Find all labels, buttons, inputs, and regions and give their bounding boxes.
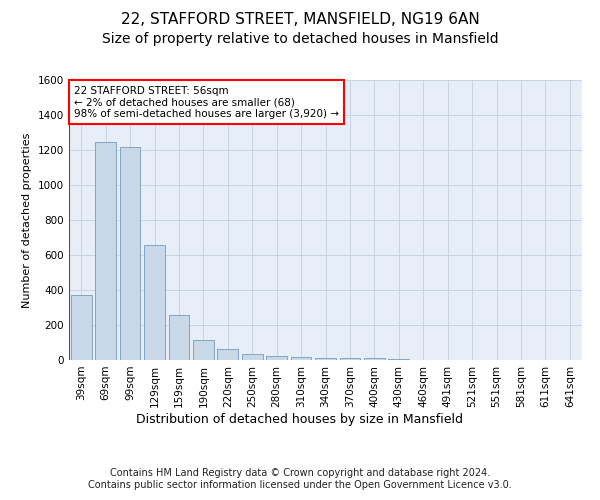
- Y-axis label: Number of detached properties: Number of detached properties: [22, 132, 32, 308]
- Bar: [71, 295, 92, 360]
- Bar: [169, 314, 190, 360]
- Bar: [144, 246, 165, 360]
- Bar: [290, 358, 311, 360]
- Text: Size of property relative to detached houses in Mansfield: Size of property relative to detached ho…: [101, 32, 499, 46]
- Bar: [315, 358, 336, 360]
- Bar: [193, 340, 214, 360]
- Text: 22, STAFFORD STREET, MANSFIELD, NG19 6AN: 22, STAFFORD STREET, MANSFIELD, NG19 6AN: [121, 12, 479, 28]
- Bar: [388, 358, 409, 360]
- Text: Contains public sector information licensed under the Open Government Licence v3: Contains public sector information licen…: [88, 480, 512, 490]
- Bar: [242, 354, 263, 360]
- Bar: [119, 148, 140, 360]
- Text: Distribution of detached houses by size in Mansfield: Distribution of detached houses by size …: [137, 412, 464, 426]
- Bar: [340, 358, 361, 360]
- Bar: [364, 358, 385, 360]
- Bar: [266, 356, 287, 360]
- Bar: [95, 142, 116, 360]
- Bar: [217, 348, 238, 360]
- Text: 22 STAFFORD STREET: 56sqm
← 2% of detached houses are smaller (68)
98% of semi-d: 22 STAFFORD STREET: 56sqm ← 2% of detach…: [74, 86, 339, 119]
- Text: Contains HM Land Registry data © Crown copyright and database right 2024.: Contains HM Land Registry data © Crown c…: [110, 468, 490, 477]
